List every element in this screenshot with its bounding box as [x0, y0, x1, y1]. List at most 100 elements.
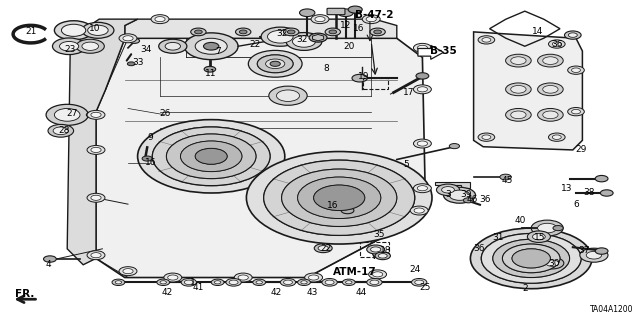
- Circle shape: [538, 83, 563, 96]
- Circle shape: [506, 83, 531, 96]
- Circle shape: [276, 90, 300, 101]
- Circle shape: [301, 281, 307, 284]
- Circle shape: [374, 30, 381, 34]
- Circle shape: [159, 39, 187, 53]
- Circle shape: [253, 279, 266, 286]
- Text: FR.: FR.: [15, 289, 34, 299]
- Text: 42: 42: [271, 288, 282, 297]
- Circle shape: [415, 280, 424, 285]
- Circle shape: [449, 190, 470, 200]
- Circle shape: [195, 30, 202, 34]
- Circle shape: [413, 139, 431, 148]
- Text: 36: 36: [551, 40, 563, 49]
- Circle shape: [553, 226, 563, 231]
- Circle shape: [60, 41, 79, 51]
- Circle shape: [86, 112, 99, 118]
- Circle shape: [580, 248, 608, 262]
- Circle shape: [204, 42, 219, 50]
- Circle shape: [370, 28, 385, 36]
- Text: 20: 20: [343, 42, 355, 51]
- Circle shape: [269, 86, 307, 105]
- Circle shape: [541, 257, 564, 269]
- Circle shape: [52, 38, 86, 55]
- Circle shape: [470, 228, 592, 289]
- Circle shape: [300, 9, 315, 17]
- Circle shape: [308, 275, 319, 280]
- Text: 36: 36: [479, 195, 491, 204]
- Circle shape: [195, 148, 227, 164]
- Circle shape: [91, 112, 101, 117]
- Circle shape: [152, 127, 270, 186]
- Circle shape: [412, 278, 427, 286]
- Circle shape: [322, 278, 337, 286]
- Circle shape: [493, 239, 570, 278]
- Circle shape: [87, 145, 105, 154]
- Circle shape: [506, 108, 531, 121]
- FancyBboxPatch shape: [327, 8, 345, 15]
- Text: 16: 16: [145, 158, 156, 167]
- Text: 39: 39: [460, 190, 472, 199]
- Circle shape: [375, 252, 390, 260]
- Circle shape: [112, 279, 125, 286]
- Circle shape: [256, 281, 262, 284]
- Circle shape: [502, 244, 560, 273]
- Text: 16: 16: [327, 201, 339, 210]
- Circle shape: [568, 33, 577, 37]
- Circle shape: [314, 185, 365, 211]
- Circle shape: [378, 254, 387, 258]
- Text: 4: 4: [45, 260, 51, 269]
- Circle shape: [287, 30, 295, 34]
- Circle shape: [568, 108, 584, 116]
- Circle shape: [166, 134, 256, 179]
- Circle shape: [234, 273, 252, 282]
- Circle shape: [527, 231, 550, 242]
- Circle shape: [246, 152, 432, 244]
- Circle shape: [129, 38, 140, 43]
- Text: 8: 8: [324, 64, 329, 73]
- Circle shape: [417, 87, 428, 92]
- Text: 12: 12: [340, 21, 351, 30]
- Circle shape: [413, 85, 431, 94]
- Circle shape: [481, 234, 581, 283]
- Polygon shape: [67, 19, 138, 265]
- Text: 46: 46: [467, 195, 478, 204]
- Circle shape: [180, 141, 242, 172]
- Circle shape: [87, 193, 105, 202]
- Circle shape: [543, 85, 558, 93]
- Circle shape: [239, 30, 247, 34]
- Text: 35: 35: [374, 230, 385, 239]
- Circle shape: [157, 279, 170, 286]
- Text: 30: 30: [548, 259, 559, 268]
- Circle shape: [91, 253, 101, 258]
- Circle shape: [142, 156, 152, 161]
- Circle shape: [54, 21, 93, 40]
- Circle shape: [298, 177, 381, 219]
- Circle shape: [366, 17, 376, 22]
- Circle shape: [367, 278, 382, 286]
- Text: 19: 19: [358, 72, 369, 81]
- Circle shape: [511, 111, 526, 119]
- Circle shape: [88, 25, 108, 35]
- Text: 42: 42: [162, 288, 173, 297]
- Circle shape: [314, 244, 332, 253]
- Text: 32: 32: [276, 29, 287, 38]
- Circle shape: [444, 187, 476, 203]
- Circle shape: [436, 184, 460, 196]
- Circle shape: [314, 185, 365, 211]
- Circle shape: [325, 28, 340, 36]
- Circle shape: [292, 36, 316, 47]
- Circle shape: [417, 45, 428, 50]
- Circle shape: [371, 247, 381, 252]
- Circle shape: [481, 234, 581, 283]
- Text: 6: 6: [573, 200, 579, 209]
- Text: 38: 38: [583, 189, 595, 197]
- Text: 7: 7: [215, 47, 220, 56]
- Circle shape: [180, 141, 242, 172]
- Circle shape: [191, 28, 206, 36]
- Circle shape: [325, 280, 334, 285]
- Circle shape: [500, 174, 511, 180]
- Circle shape: [236, 28, 251, 36]
- Circle shape: [586, 251, 602, 259]
- Circle shape: [270, 61, 280, 66]
- Circle shape: [341, 207, 354, 214]
